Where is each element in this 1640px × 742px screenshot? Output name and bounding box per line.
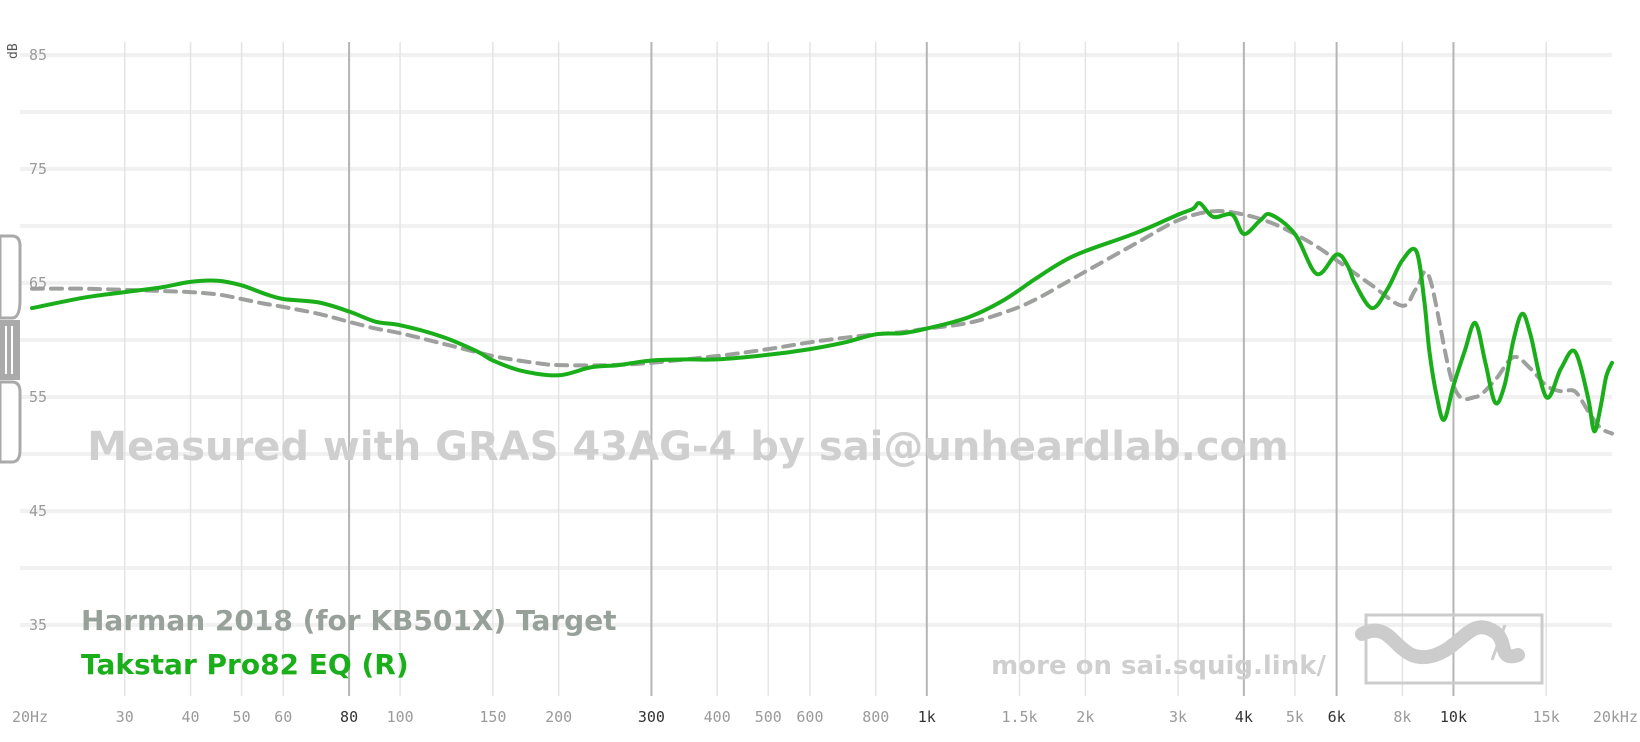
x-tick-label: 3k bbox=[1169, 708, 1187, 726]
x-tick-label: 1.5k bbox=[1001, 708, 1037, 726]
x-tick-label: 80 bbox=[340, 708, 358, 726]
y-axis-unit: dB bbox=[6, 43, 21, 59]
x-tick-label: 200 bbox=[545, 708, 572, 726]
series-lines bbox=[30, 201, 1614, 436]
eq-curve-line bbox=[30, 201, 1614, 434]
x-tick-label: 300 bbox=[638, 708, 665, 726]
squiglink-logo bbox=[1355, 613, 1544, 685]
legend-entry-eq: Takstar Pro82 EQ (R) bbox=[81, 648, 409, 681]
x-tick-label: 10k bbox=[1440, 708, 1467, 726]
x-tick-label: 15k bbox=[1533, 708, 1560, 726]
x-tick-label: 500 bbox=[755, 708, 782, 726]
y-tick-label: 65 bbox=[29, 274, 47, 292]
x-tick-label: 20kHz bbox=[1593, 708, 1638, 726]
x-tick-label: 6k bbox=[1328, 708, 1346, 726]
x-tick-label: 30 bbox=[116, 708, 134, 726]
target-curve-line bbox=[30, 208, 1614, 436]
y-tick-label: 55 bbox=[29, 388, 47, 406]
grid bbox=[20, 42, 1612, 696]
legend-entry-target: Harman 2018 (for KB501X) Target bbox=[81, 604, 617, 637]
x-tick-label: 100 bbox=[387, 708, 414, 726]
x-tick-label: 40 bbox=[182, 708, 200, 726]
x-tick-label: 400 bbox=[704, 708, 731, 726]
more-on-link[interactable]: more on sai.squig.link/ bbox=[991, 651, 1326, 681]
y-axis: dB 35 45 55 65 75 85 bbox=[6, 43, 47, 634]
x-tick-label: 20Hz bbox=[12, 708, 48, 726]
drag-handle[interactable] bbox=[0, 234, 22, 464]
x-tick-label: 1k bbox=[918, 708, 936, 726]
x-tick-label: 600 bbox=[796, 708, 823, 726]
y-tick-label: 35 bbox=[29, 616, 47, 634]
x-tick-label: 5k bbox=[1286, 708, 1304, 726]
x-tick-label: 800 bbox=[862, 708, 889, 726]
watermark-text: Measured with GRAS 43AG-4 by sai@unheard… bbox=[87, 424, 1288, 470]
x-tick-label: 2k bbox=[1076, 708, 1094, 726]
x-tick-label: 150 bbox=[479, 708, 506, 726]
x-axis: 20Hz 30 40 50 60 80 100 150 200 300 400 500 600 800 1k… bbox=[12, 708, 1638, 726]
x-tick-label: 50 bbox=[233, 708, 251, 726]
y-tick-label: 75 bbox=[29, 160, 47, 178]
x-tick-label: 60 bbox=[274, 708, 292, 726]
y-tick-label: 45 bbox=[29, 502, 47, 520]
y-tick-label: 85 bbox=[29, 46, 47, 64]
x-tick-label: 8k bbox=[1393, 708, 1411, 726]
x-tick-label: 4k bbox=[1235, 708, 1253, 726]
